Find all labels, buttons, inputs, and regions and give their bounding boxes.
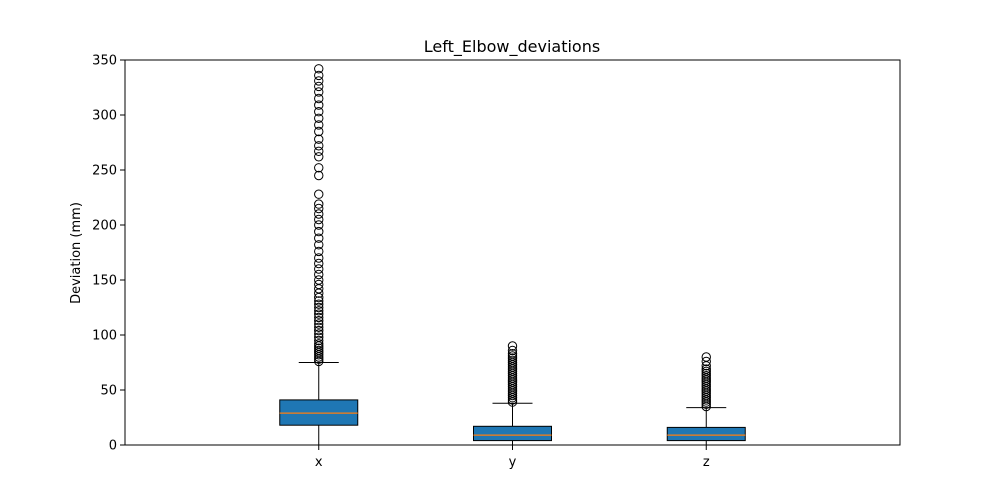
outlier-point bbox=[314, 269, 324, 280]
outlier-point bbox=[314, 306, 324, 316]
outlier-point bbox=[314, 214, 324, 225]
y-tick-label: 200 bbox=[92, 219, 117, 234]
outlier-point bbox=[314, 322, 324, 332]
x-tick-label: z bbox=[703, 455, 710, 470]
x-tick-label: x bbox=[315, 455, 323, 470]
outlier-point bbox=[314, 264, 324, 274]
outlier-point bbox=[314, 302, 324, 313]
outlier-point bbox=[314, 275, 324, 285]
outlier-point bbox=[314, 279, 324, 290]
y-tick-label: 150 bbox=[92, 274, 117, 289]
outlier-point bbox=[314, 93, 324, 104]
outlier-point bbox=[314, 141, 324, 151]
outlier-point bbox=[507, 353, 518, 363]
outlier-point bbox=[314, 76, 324, 86]
y-tick-label: 300 bbox=[92, 109, 117, 124]
y-tick-label: 350 bbox=[92, 54, 117, 69]
outlier-point bbox=[314, 64, 324, 74]
outlier-point bbox=[701, 364, 711, 374]
outlier-point bbox=[314, 325, 324, 336]
outlier-point bbox=[314, 81, 324, 92]
y-tick-label: 0 bbox=[109, 439, 117, 454]
y-axis-label: Deviation (mm) bbox=[69, 202, 84, 304]
outlier-point bbox=[507, 349, 518, 359]
outlier-point bbox=[314, 107, 324, 117]
outlier-point bbox=[314, 199, 324, 209]
box-z bbox=[666, 426, 746, 442]
y-tick-label: 50 bbox=[100, 384, 117, 399]
outlier-point bbox=[314, 152, 324, 162]
outlier-point bbox=[701, 371, 711, 381]
outlier-point bbox=[701, 366, 711, 376]
outlier-point bbox=[314, 309, 324, 319]
outlier-point bbox=[314, 343, 324, 353]
outlier-point bbox=[314, 120, 324, 130]
outlier-point bbox=[507, 355, 518, 365]
outlier-point bbox=[314, 253, 324, 263]
outlier-point bbox=[314, 146, 324, 157]
outlier-point bbox=[314, 203, 324, 214]
x-tick-label: y bbox=[509, 455, 517, 470]
outlier-point bbox=[314, 233, 324, 243]
outlier-point bbox=[314, 209, 324, 219]
outlier-point bbox=[701, 356, 711, 367]
outlier-point bbox=[507, 345, 518, 356]
outlier-point bbox=[314, 226, 324, 237]
outlier-point bbox=[314, 299, 324, 309]
outlier-point bbox=[507, 351, 518, 361]
y-tick-label: 250 bbox=[92, 164, 117, 179]
outlier-point bbox=[314, 246, 324, 257]
plot-area: 0 50 100 150 200 250 300 350 x y z bbox=[92, 54, 901, 470]
outlier-point bbox=[314, 126, 324, 137]
outlier-point bbox=[314, 329, 324, 339]
outlier-point bbox=[314, 70, 324, 81]
outlier-point bbox=[314, 319, 324, 329]
outlier-point bbox=[314, 100, 324, 110]
outlier-point bbox=[701, 368, 711, 379]
y-tick-label: 100 bbox=[92, 329, 117, 344]
outlier-point bbox=[314, 163, 324, 173]
box-y bbox=[473, 425, 552, 442]
outlier-point bbox=[314, 312, 324, 323]
outlier-point bbox=[314, 296, 324, 306]
outlier-point bbox=[507, 341, 518, 351]
outlier-point bbox=[314, 316, 324, 326]
outlier-point bbox=[314, 170, 324, 181]
outlier-point bbox=[314, 339, 324, 349]
outlier-point bbox=[314, 335, 324, 346]
outlier-point bbox=[314, 345, 324, 356]
chart-title: Left_Elbow_deviations bbox=[424, 37, 600, 57]
outlier-point bbox=[314, 134, 324, 144]
outlier-point bbox=[314, 332, 324, 342]
outlier-point bbox=[701, 352, 711, 362]
outlier-point bbox=[314, 87, 324, 97]
outlier-point bbox=[314, 258, 324, 269]
outlier-point bbox=[314, 240, 324, 250]
outlier-point bbox=[314, 189, 324, 199]
outlier-point bbox=[314, 220, 324, 230]
outlier-point bbox=[314, 113, 324, 124]
